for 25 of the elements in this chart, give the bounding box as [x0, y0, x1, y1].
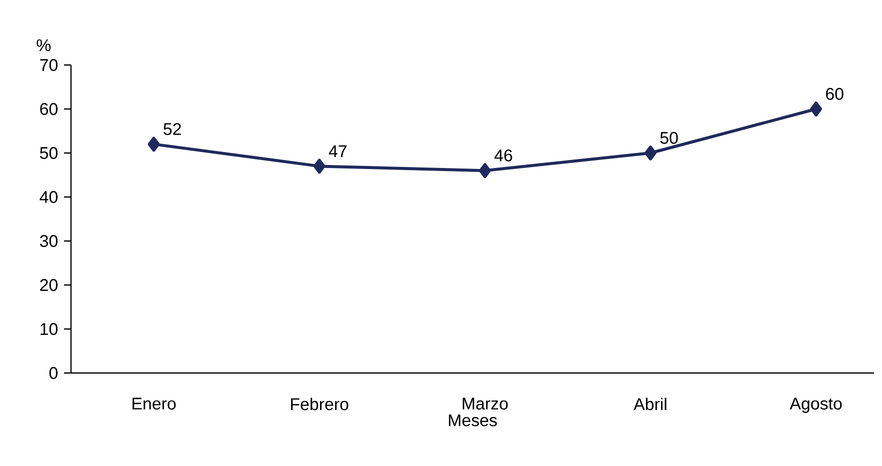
x-tick-label: Agosto — [790, 398, 842, 413]
y-tick-label: 0 — [49, 367, 58, 379]
data-label: 46 — [494, 149, 512, 162]
point — [810, 102, 822, 116]
y-tick-label: 30 — [40, 235, 58, 248]
point — [313, 158, 326, 174]
x-tick-label: Enero — [132, 398, 176, 410]
point — [478, 163, 491, 178]
y-tick-label: 50 — [40, 147, 58, 160]
x-tick-label: Marzo — [462, 398, 508, 410]
y-tick-label: 60 — [40, 103, 58, 116]
data-label: 47 — [328, 145, 346, 158]
y-tick-label: 20 — [40, 279, 58, 292]
data-label: 50 — [660, 132, 678, 144]
y-axis-title: % — [36, 39, 51, 52]
y-tick-label: 70 — [40, 59, 58, 72]
point — [148, 136, 160, 152]
data-label: 60 — [826, 88, 844, 100]
x-axis-title: Meses — [448, 414, 497, 426]
y-tick-label: 40 — [40, 191, 58, 204]
x-tick-label: Febrero — [291, 398, 348, 410]
y-tick-label: 10 — [40, 323, 58, 336]
x-tick-label: Abril — [634, 398, 666, 410]
point — [644, 146, 656, 160]
data-label: 52 — [164, 123, 181, 136]
